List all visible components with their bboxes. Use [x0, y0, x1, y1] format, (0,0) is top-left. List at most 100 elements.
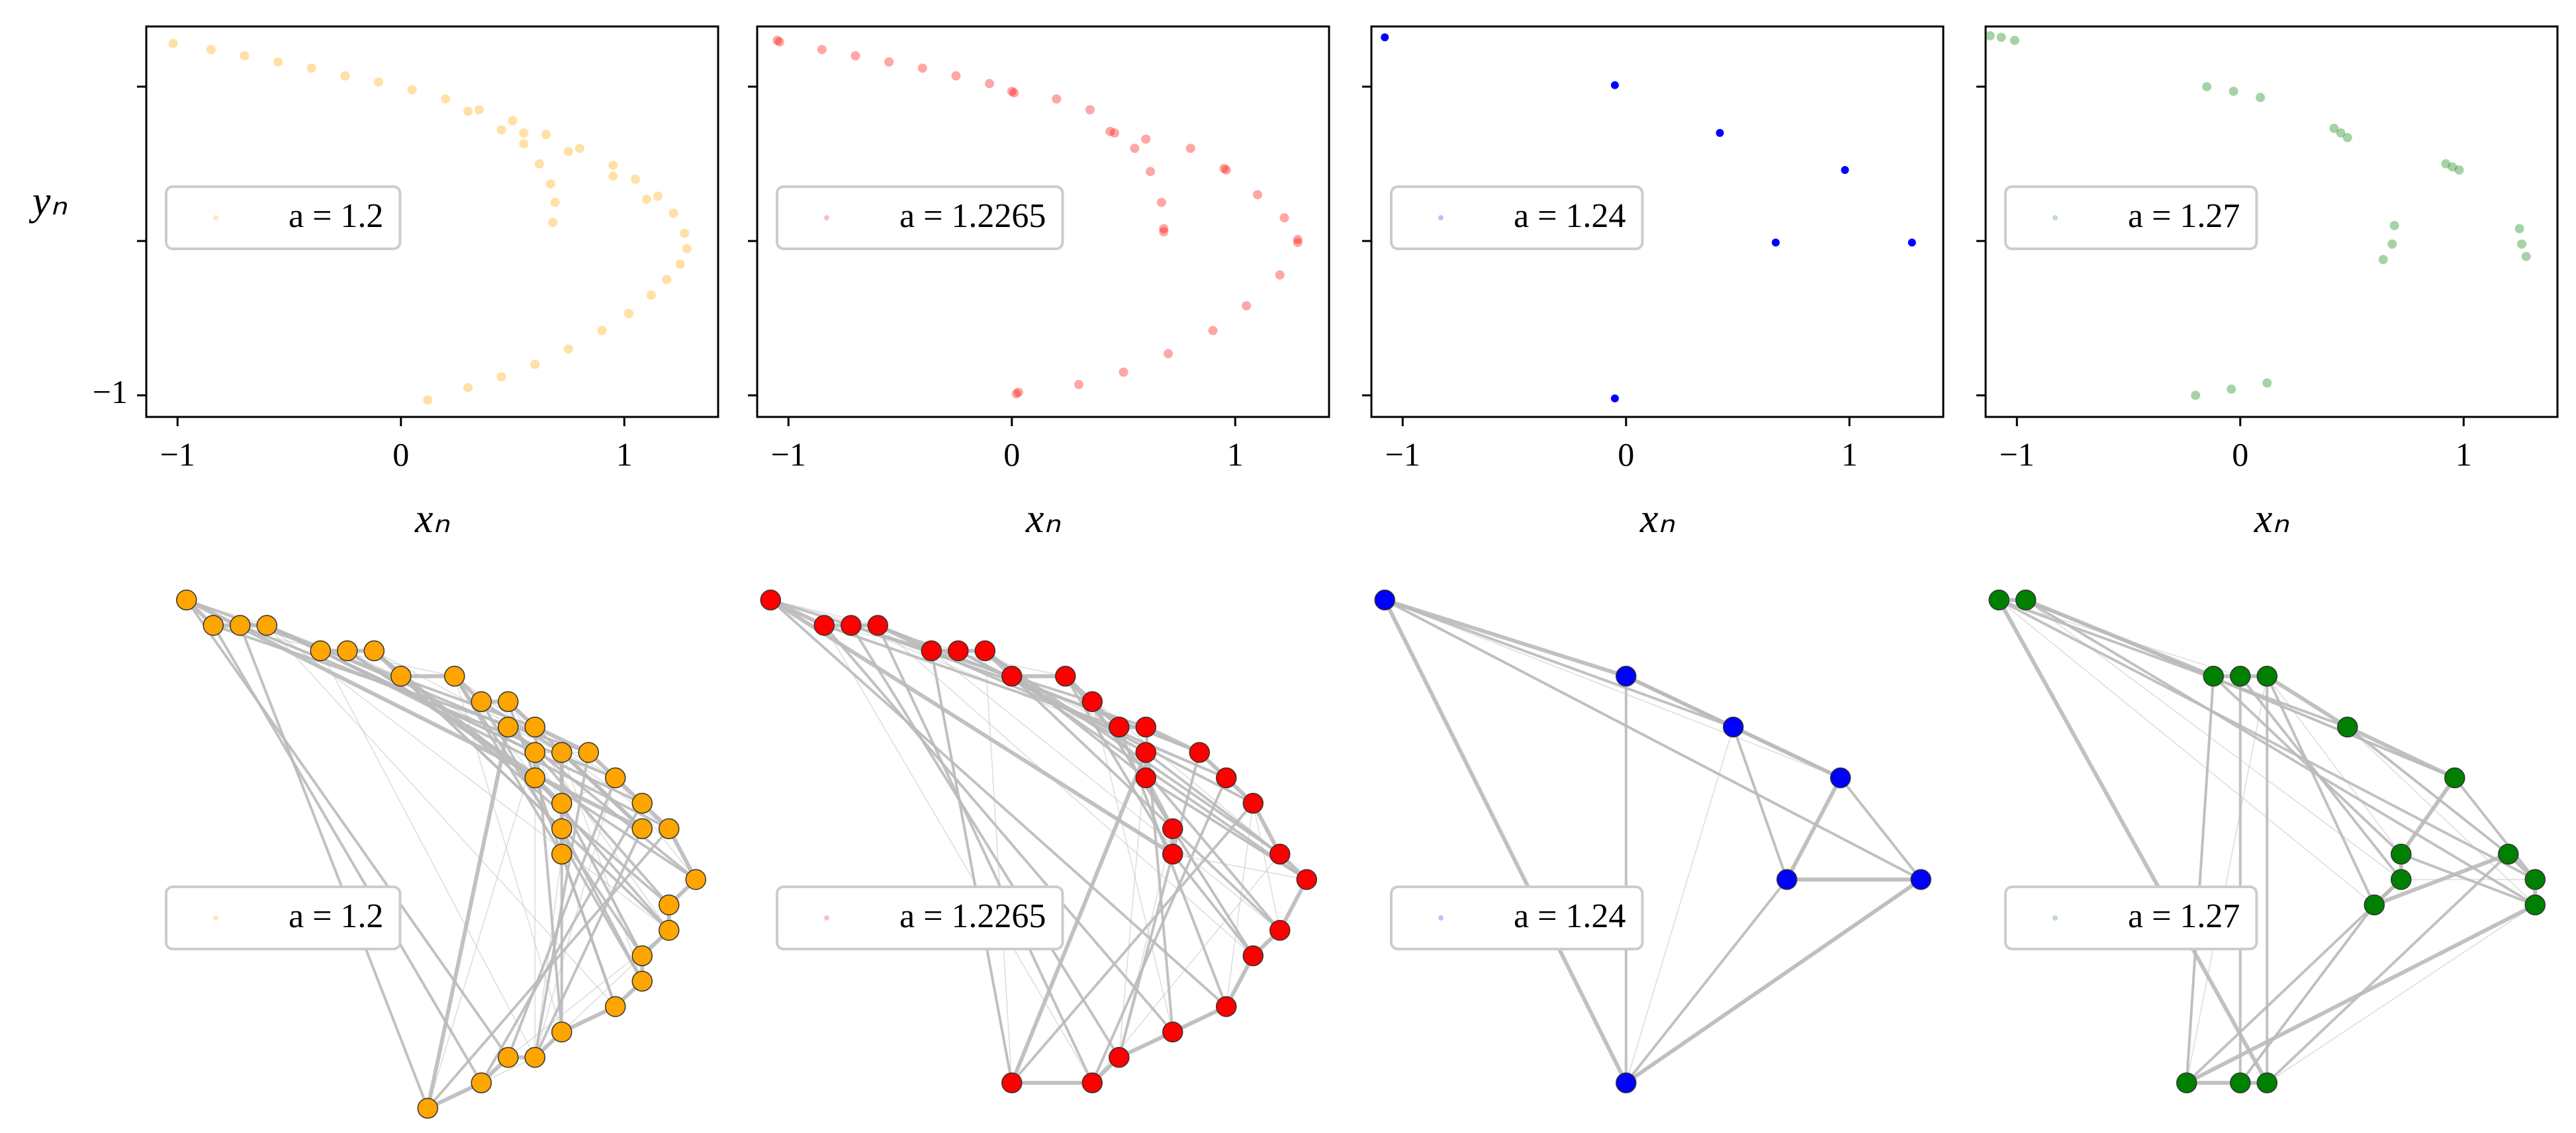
point — [575, 144, 584, 154]
graph-node — [2364, 894, 2385, 916]
x-tick-label: −1 — [160, 435, 195, 473]
point — [508, 116, 518, 126]
point — [774, 37, 784, 47]
graph-node — [230, 615, 251, 636]
point — [2521, 251, 2531, 261]
graph-edge — [266, 624, 509, 729]
point — [2441, 159, 2451, 169]
legend-marker — [1438, 215, 1444, 220]
graph-node — [524, 767, 545, 789]
graph-edge — [1625, 878, 1788, 1084]
graph-node — [1910, 869, 1931, 890]
graph-node — [203, 615, 224, 636]
graph-node — [948, 640, 969, 662]
graph-node — [605, 996, 626, 1017]
point — [2454, 165, 2464, 175]
x-tick-label: −1 — [2000, 435, 2035, 473]
point — [1119, 367, 1128, 377]
graph-node — [1216, 767, 1237, 789]
point — [535, 159, 544, 169]
legend-box — [2004, 885, 2258, 950]
graph-node — [631, 793, 653, 814]
graph-edge — [1785, 777, 1843, 881]
graph-edge — [769, 599, 1228, 1008]
graph-node — [498, 1047, 519, 1068]
graph-node — [1109, 1047, 1130, 1068]
graph-node — [256, 615, 277, 636]
graph-node — [578, 742, 599, 763]
point — [1771, 238, 1780, 247]
graph-node — [471, 691, 492, 712]
graph-edge — [1384, 599, 1921, 880]
graph-edge — [212, 624, 483, 1084]
graph-node — [2230, 1072, 2251, 1093]
graph-node — [2498, 843, 2519, 865]
graph-edge — [186, 599, 267, 626]
legend-label: a = 1.27 — [2128, 197, 2240, 235]
graph-edge — [2373, 852, 2509, 907]
graph-edge — [561, 752, 643, 829]
graph-edge — [2266, 904, 2536, 1083]
point — [273, 57, 283, 67]
graph-node — [631, 970, 653, 992]
legend-marker — [1438, 915, 1444, 921]
point — [1009, 88, 1019, 98]
x-axis-label: xₙ — [414, 496, 451, 541]
point — [2229, 86, 2238, 96]
graph-edge — [823, 625, 1093, 1083]
graph-edge — [2266, 675, 2376, 906]
graph-node — [524, 1047, 545, 1068]
point — [1007, 86, 1017, 96]
graph-node — [2337, 716, 2358, 738]
graph-node — [659, 920, 680, 941]
graph-node — [1135, 742, 1156, 763]
x-tick-label: −1 — [771, 435, 806, 473]
graph-node — [841, 615, 862, 636]
graph-node — [176, 589, 197, 611]
graph-node — [551, 1021, 573, 1043]
legend-box — [2004, 185, 2258, 250]
graph-node — [1269, 843, 1291, 865]
graph-node — [363, 640, 385, 662]
graph-edge — [534, 854, 563, 1058]
graph-edge — [1626, 727, 1734, 1083]
point — [597, 326, 607, 336]
point — [1279, 213, 1289, 223]
graph-edge — [1091, 702, 1173, 1032]
graph-node — [1242, 945, 1264, 966]
graph-edge — [1011, 802, 1254, 1084]
network — [760, 589, 1317, 1093]
point — [1242, 301, 1252, 311]
network — [1374, 589, 1931, 1093]
point — [884, 57, 894, 67]
legend-label: a = 1.2 — [289, 197, 383, 235]
graph-node — [1269, 920, 1291, 941]
graph-edge — [534, 778, 616, 1058]
point — [1381, 33, 1389, 42]
point — [1841, 165, 1849, 174]
point — [474, 105, 484, 114]
graph-node — [524, 742, 545, 763]
graph-edge — [561, 828, 670, 931]
point — [1130, 144, 1140, 154]
point — [496, 125, 506, 135]
graph-edge — [1119, 829, 1173, 1058]
legend-marker — [824, 915, 829, 921]
graph-edge — [1011, 675, 1174, 830]
point — [653, 191, 663, 201]
graph-edge — [266, 625, 616, 1007]
point — [2329, 123, 2339, 133]
point — [1146, 167, 1155, 177]
graph-edge — [560, 853, 617, 1007]
point — [563, 344, 573, 354]
point — [2202, 81, 2212, 91]
point — [548, 218, 558, 228]
graph-node — [524, 716, 545, 738]
graph-node — [551, 843, 573, 865]
point — [519, 128, 529, 138]
point — [1610, 81, 1619, 89]
graph-node — [2444, 767, 2465, 789]
graph-edge — [1733, 727, 1788, 880]
legend-marker — [824, 215, 829, 220]
graph-node — [631, 945, 653, 966]
